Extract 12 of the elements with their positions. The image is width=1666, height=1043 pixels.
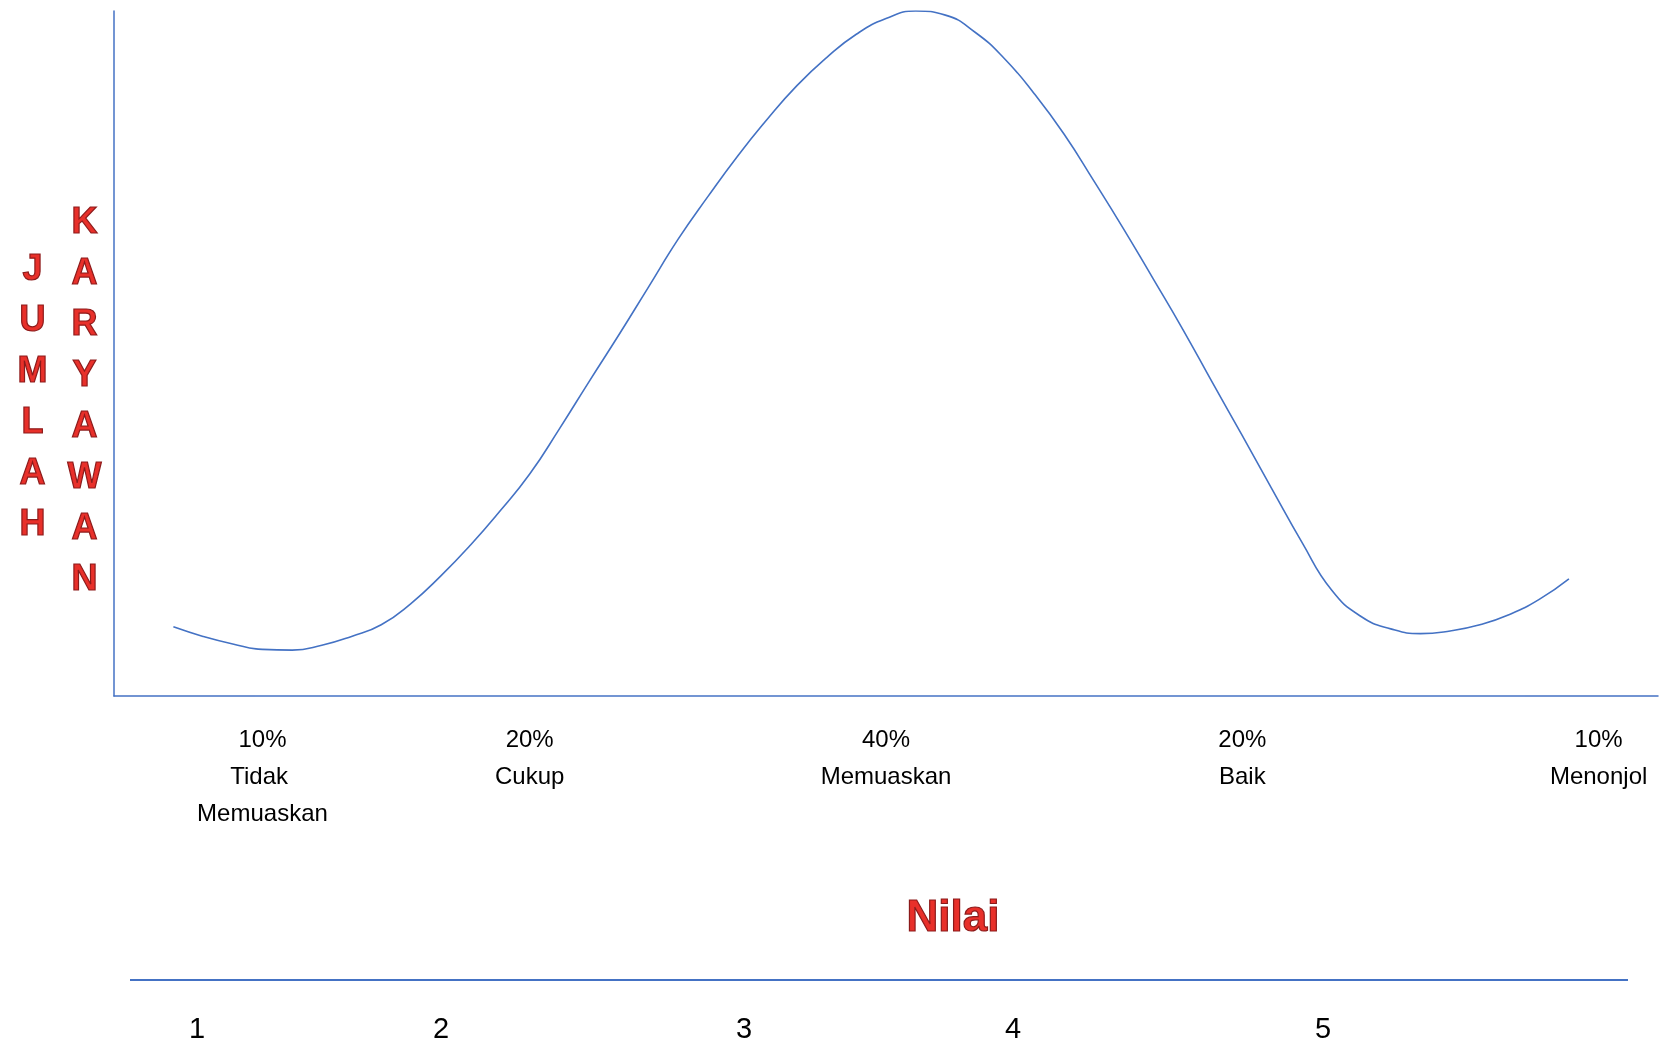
text: 4 (1004, 1011, 1022, 1043)
text: 1 (188, 1011, 206, 1043)
x-tick-label: 20% Cukup (495, 725, 565, 789)
text: 3 (735, 1011, 753, 1043)
x-tick-label: 10% Menonjol (1549, 725, 1648, 789)
text: 2 (432, 1011, 450, 1043)
x-tick-label: 40% Memuaskan (820, 725, 952, 789)
y-axis-title: JUMLAH KARYAWAN (11, 200, 106, 608)
text: 5 (1314, 1011, 1332, 1043)
x-tick-label: 20% Baik (1218, 725, 1267, 789)
x-axis-title: Nilai (906, 891, 1000, 941)
x-tick-label: 10% Tidak Memuaskan (197, 725, 328, 826)
